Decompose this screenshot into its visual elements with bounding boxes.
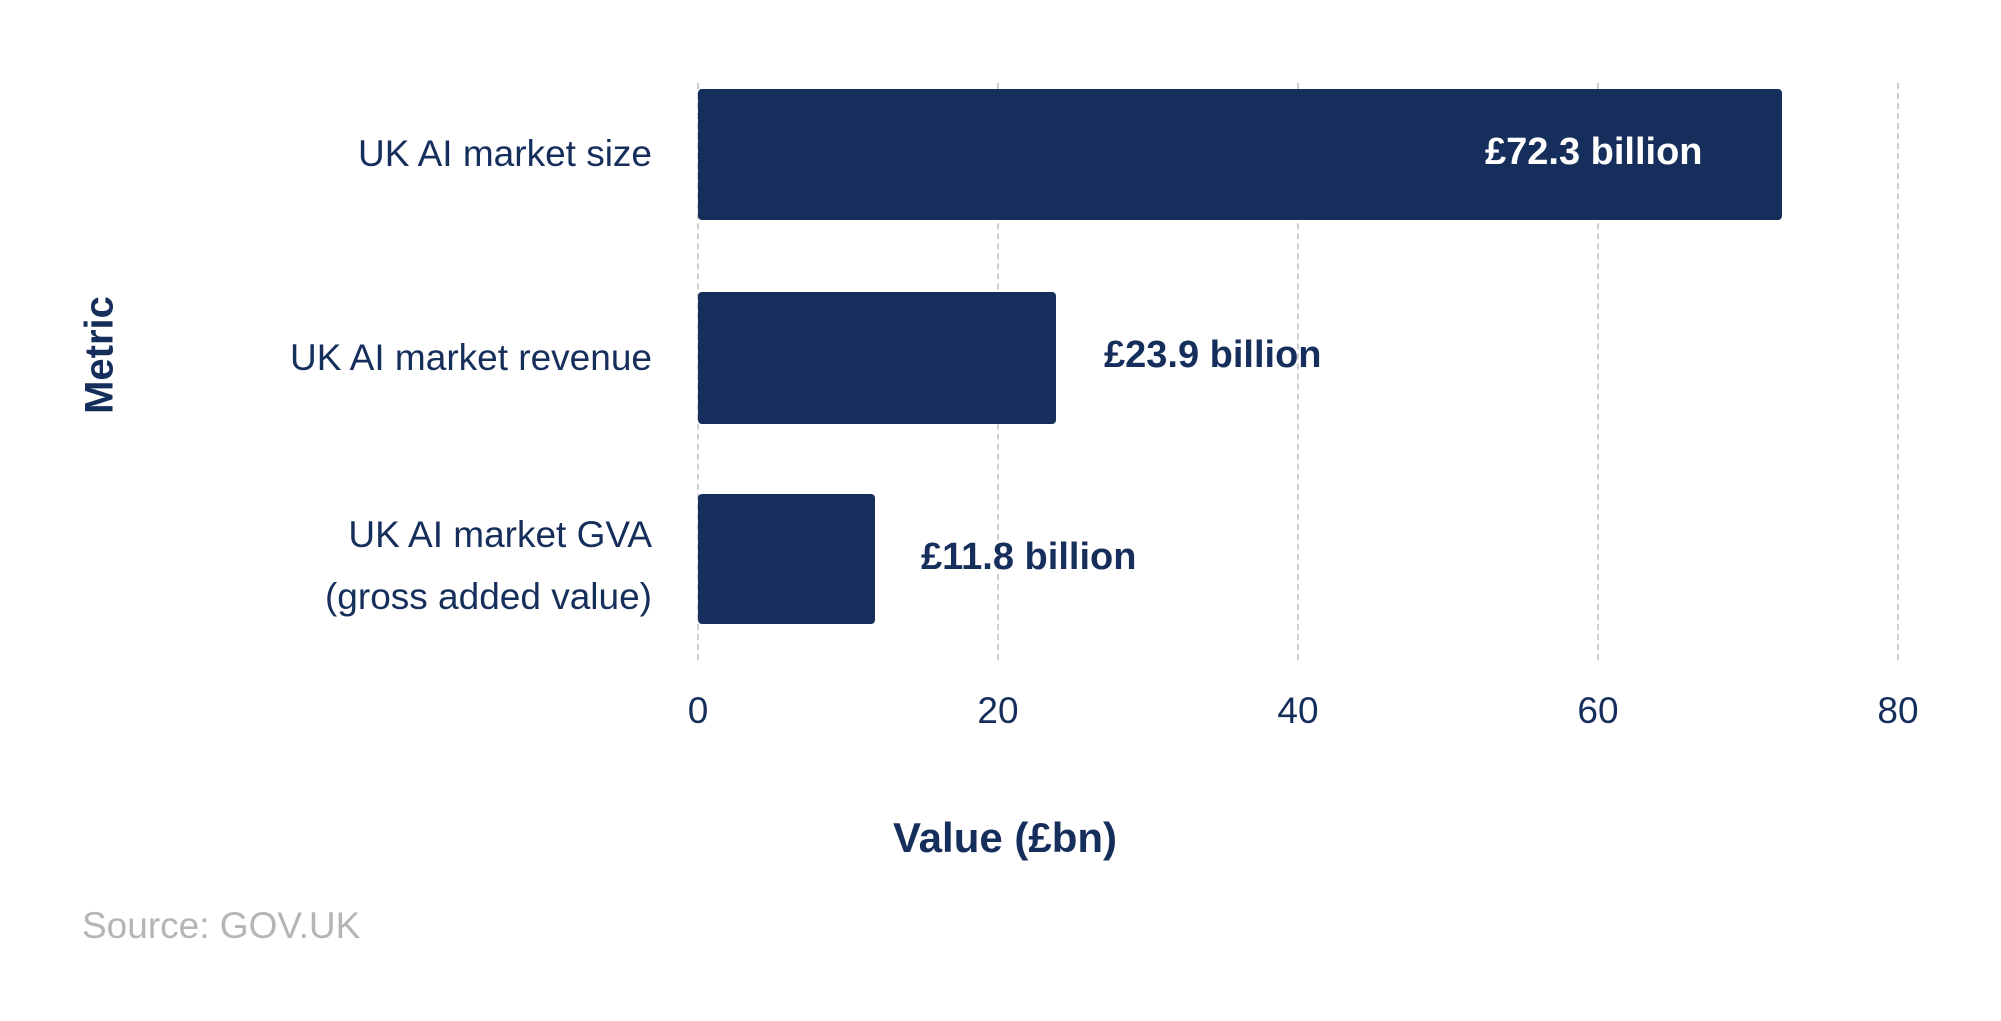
category-label-text: UK AI market size [357,133,652,174]
category-label-market-gva: UK AI market GVA (gross added value) [325,512,652,620]
category-label-market-size: UK AI market size [358,131,652,177]
x-tick-40: 40 [1277,690,1319,731]
value-label-market-gva: £11.8 billion [921,536,1137,578]
x-tick-80: 80 [1877,690,1919,731]
value-label-market-size: £72.3 billion [1485,131,1703,173]
value-label-market-revenue: £23.9 billion [1104,334,1322,376]
x-axis-title: Value (£bn) [892,814,1118,861]
gridline-80 [1897,83,1899,660]
bar-market-size [698,89,1782,220]
x-tick-60: 60 [1577,690,1619,731]
bar-market-gva [698,494,875,624]
gridline-60 [1597,83,1599,660]
gridline-40 [1297,83,1299,660]
category-label-market-revenue: UK AI market revenue [290,335,652,381]
y-axis-title: Metric [77,296,122,414]
category-label-subtext: (gross added value) [324,576,652,617]
category-label-text: UK AI market revenue [290,337,652,378]
x-tick-20: 20 [977,690,1019,731]
category-label-text: UK AI market GVA [348,514,652,555]
bar-market-revenue [698,292,1056,424]
source-note: Source: GOV.UK [82,905,361,946]
x-tick-0: 0 [687,690,709,731]
